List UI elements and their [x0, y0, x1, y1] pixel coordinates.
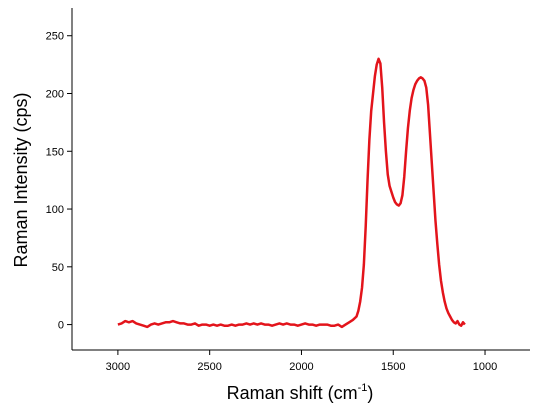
y-tick-label: 150: [46, 146, 64, 158]
x-axis-label: Raman shift (cm-1): [227, 382, 374, 403]
x-tick-label: 1000: [473, 361, 497, 373]
spectrum-line: [117, 57, 466, 329]
x-tick-label: 2000: [289, 361, 313, 373]
y-tick-label: 250: [46, 31, 64, 43]
y-tick-label: 0: [58, 320, 64, 332]
x-tick-label: 1500: [381, 361, 405, 373]
y-tick-label: 200: [46, 89, 64, 101]
x-label-text: Raman shift (cm: [227, 383, 358, 403]
y-tick-label: 100: [46, 204, 64, 216]
y-tick-label: 50: [52, 262, 64, 274]
x-tick-label: 3000: [106, 361, 130, 373]
y-axis-label: Raman Intensity (cps): [11, 92, 31, 267]
x-tick-label: 2500: [197, 361, 221, 373]
x-label-end: ): [367, 383, 373, 403]
x-label-sup: -1: [358, 382, 368, 394]
